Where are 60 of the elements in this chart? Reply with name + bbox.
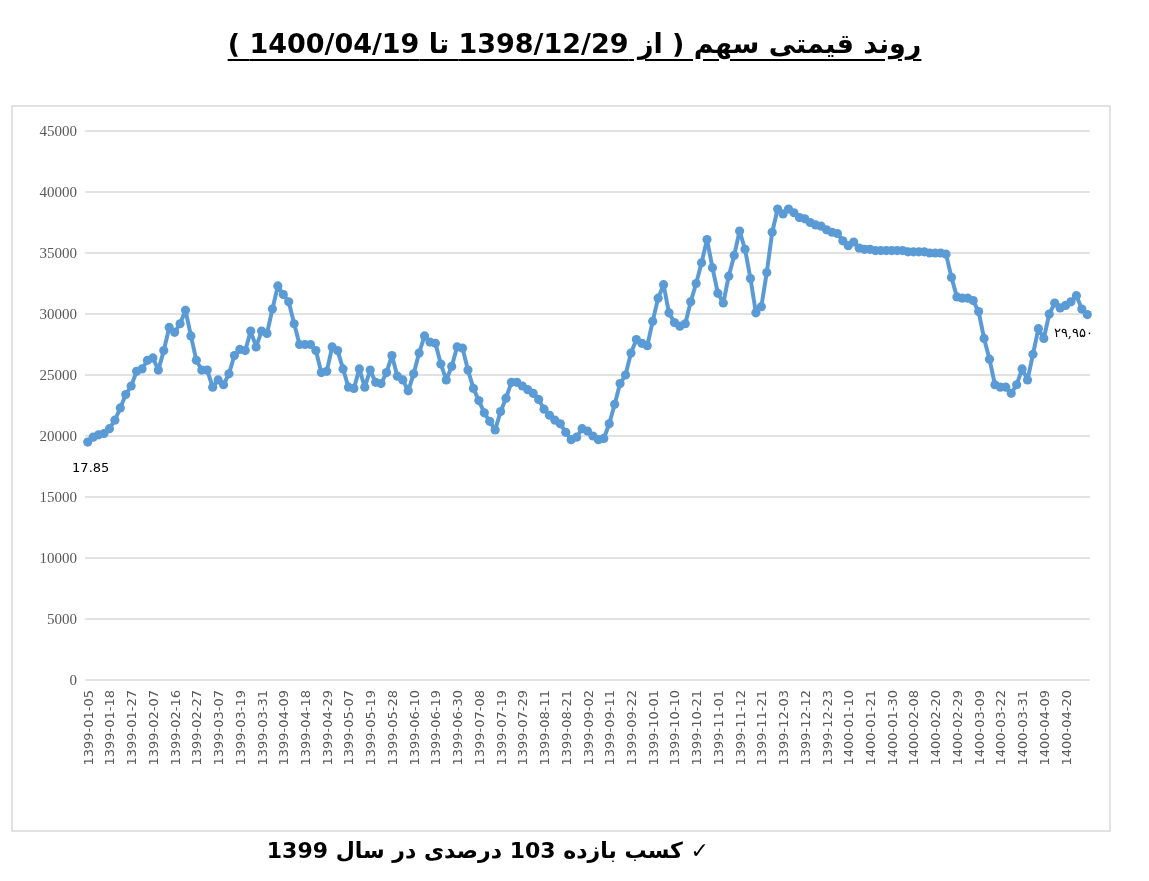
data-label: ۲۹,۹۵۰ bbox=[1053, 324, 1093, 340]
x-tick-label: 1400-01-30 bbox=[884, 690, 900, 766]
x-tick-label: 1399-03-07 bbox=[211, 690, 227, 766]
x-tick-label: 1399-01-27 bbox=[124, 690, 140, 766]
x-tick-label: 1399-10-21 bbox=[689, 690, 705, 766]
y-tick-label: 10000 bbox=[39, 550, 77, 566]
x-tick-label: 1400-04-09 bbox=[1036, 690, 1052, 766]
x-tick-label: 1399-04-09 bbox=[276, 690, 292, 766]
x-tick-label: 1400-03-31 bbox=[1015, 690, 1031, 766]
y-tick-label: 20000 bbox=[39, 428, 77, 444]
x-tick-label: 1399-02-27 bbox=[189, 690, 205, 766]
text: ✓ کسب بازده 103 درصدی در سال 1399 bbox=[266, 838, 709, 863]
x-tick-label: 1399-07-08 bbox=[471, 690, 487, 766]
x-tick-label: 1399-11-12 bbox=[732, 690, 748, 766]
x-tick-label: 1399-12-23 bbox=[819, 690, 835, 766]
x-tick-label: 1399-12-12 bbox=[797, 690, 813, 766]
y-tick-label: 25000 bbox=[39, 367, 77, 383]
x-tick-label: 1399-05-19 bbox=[363, 690, 379, 766]
x-tick-label: 1399-07-19 bbox=[493, 690, 509, 766]
x-tick-label: 1399-09-22 bbox=[623, 690, 639, 766]
x-tick-label: 1400-02-29 bbox=[949, 690, 965, 766]
x-tick-label: 1399-03-31 bbox=[254, 690, 270, 766]
x-tick-label: 1399-01-05 bbox=[80, 690, 96, 766]
y-tick-label: 40000 bbox=[39, 184, 77, 200]
y-tick-label: 35000 bbox=[39, 245, 77, 261]
x-tick-label: 1399-06-10 bbox=[406, 690, 422, 766]
x-tick-label: 1399-04-29 bbox=[319, 690, 335, 766]
x-tick-label: 1399-02-07 bbox=[145, 690, 161, 766]
chart-title: روند قیمتی سهم ( از 1398/12/29 تا 1400/04/19 ) bbox=[227, 28, 922, 59]
x-tick-label: 1399-06-30 bbox=[450, 690, 466, 766]
x-tick-label: 1400-03-09 bbox=[971, 690, 987, 766]
annotation: 17.85 bbox=[72, 460, 110, 476]
x-tick-label: 1400-04-20 bbox=[1058, 690, 1074, 766]
x-tick-label: 1400-03-22 bbox=[993, 690, 1009, 766]
x-tick-label: 1399-09-02 bbox=[580, 690, 596, 766]
x-tick-label: 1399-07-29 bbox=[515, 690, 531, 766]
x-tick-label: 1399-02-16 bbox=[167, 690, 183, 766]
x-tick-label: 1400-01-21 bbox=[862, 690, 878, 766]
x-tick-label: 1400-02-20 bbox=[928, 690, 944, 766]
x-tick-label: 1399-11-01 bbox=[710, 690, 726, 766]
x-tick-label: 1400-02-08 bbox=[906, 690, 922, 766]
x-tick-label: 1399-05-07 bbox=[341, 690, 357, 766]
x-tick-label: 1399-05-28 bbox=[384, 690, 400, 766]
y-tick-label: 45000 bbox=[39, 123, 77, 139]
x-tick-label: 1399-03-19 bbox=[232, 690, 248, 766]
y-tick-label: 5000 bbox=[47, 611, 77, 627]
x-tick-label: 1399-06-19 bbox=[428, 690, 444, 766]
x-tick-label: 1399-08-11 bbox=[537, 690, 553, 766]
x-tick-label: 1399-01-18 bbox=[102, 690, 118, 766]
x-tick-label: 1399-10-10 bbox=[667, 690, 683, 766]
y-tick-label: 30000 bbox=[39, 306, 77, 322]
x-tick-label: 1399-09-11 bbox=[602, 690, 618, 766]
y-tick-label: 0 bbox=[69, 672, 77, 688]
x-tick-label: 1399-11-21 bbox=[754, 690, 770, 766]
x-tick-label: 1399-10-01 bbox=[645, 690, 661, 766]
x-tick-label: 1399-12-03 bbox=[776, 690, 792, 766]
x-tick-label: 1400-01-10 bbox=[841, 690, 857, 766]
x-tick-label: 1399-04-18 bbox=[298, 690, 314, 766]
y-tick-label: 15000 bbox=[39, 489, 77, 505]
x-tick-label: 1399-08-21 bbox=[558, 690, 574, 766]
